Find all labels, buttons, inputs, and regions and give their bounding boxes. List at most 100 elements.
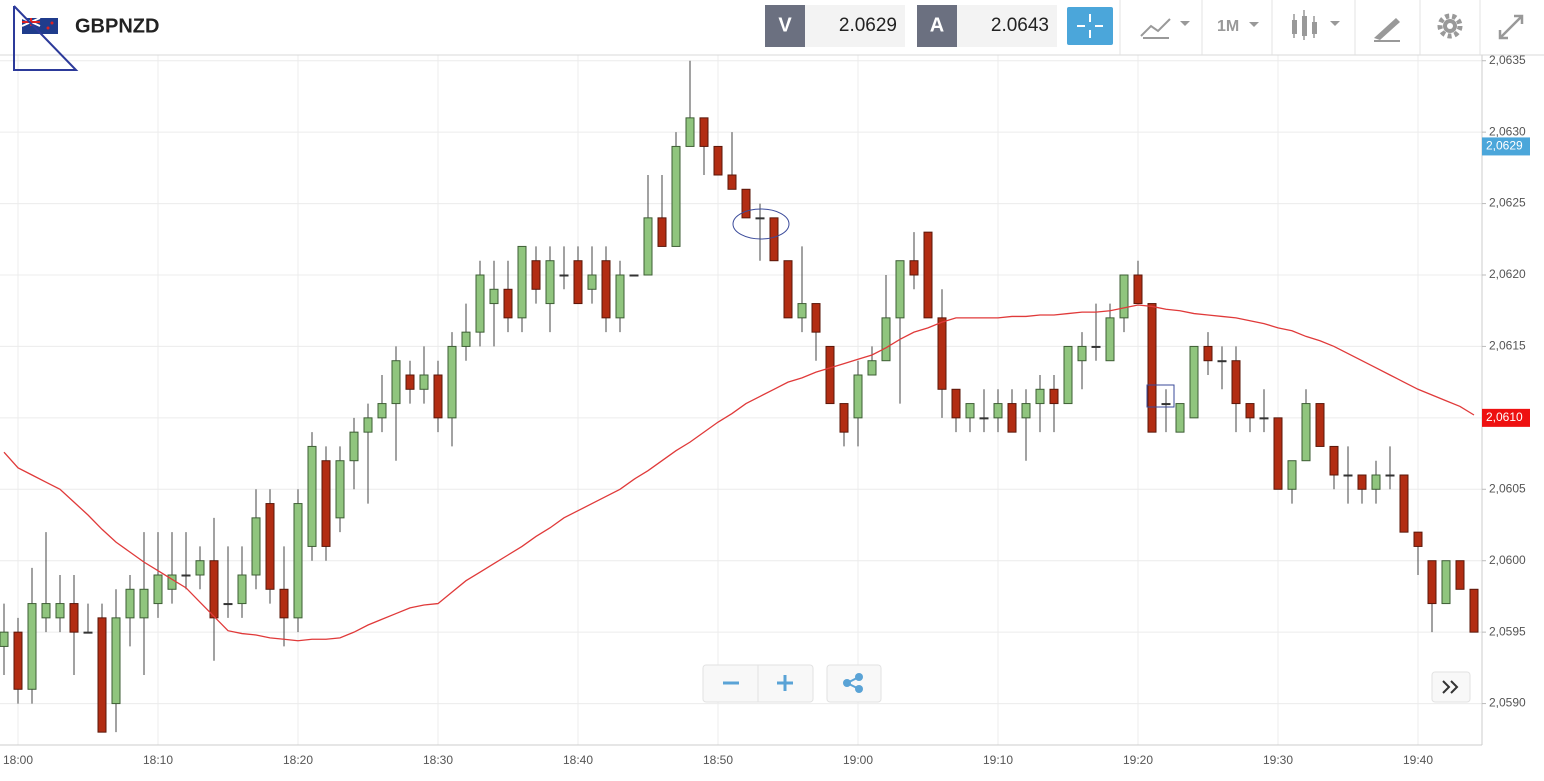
y-tick-label: 2,0635	[1489, 53, 1526, 67]
drawing-button[interactable]	[1374, 18, 1400, 42]
candle-body	[1147, 303, 1157, 433]
candle-body	[419, 374, 429, 390]
candle-body	[1175, 403, 1185, 433]
candle-body	[1259, 417, 1269, 420]
fullscreen-button[interactable]	[1498, 14, 1524, 40]
candle-body	[1119, 274, 1129, 319]
crosshair-button[interactable]	[1067, 7, 1113, 45]
x-tick-label: 19:00	[843, 753, 873, 767]
ask-label: A	[930, 14, 944, 36]
candle-body	[1161, 403, 1171, 406]
candle-body	[139, 588, 149, 619]
x-tick-label: 19:30	[1263, 753, 1293, 767]
candle-body	[1231, 360, 1241, 405]
candle-body	[615, 274, 625, 319]
candle-body	[307, 445, 317, 547]
x-tick-label: 18:00	[3, 753, 33, 767]
candle-body	[1091, 345, 1101, 348]
candle-body	[979, 417, 989, 420]
ask-button[interactable]	[917, 5, 957, 47]
x-tick-label: 19:20	[1123, 753, 1153, 767]
triangle-drawing	[13, 5, 79, 71]
candle-body	[447, 345, 457, 419]
candle-body	[55, 603, 65, 619]
x-tick-label: 18:40	[563, 753, 593, 767]
zoom-in-button[interactable]	[777, 675, 793, 691]
share-button[interactable]	[826, 664, 882, 703]
candle-body	[111, 617, 121, 705]
candle-body	[69, 603, 79, 633]
candle-body	[545, 260, 555, 305]
candle-body	[1329, 445, 1339, 476]
candle-body	[335, 460, 345, 519]
price-marker	[1482, 137, 1530, 156]
candle-body	[0, 631, 9, 647]
candle-body	[1273, 417, 1283, 490]
timeframe-caret	[1249, 22, 1259, 27]
candle-body	[643, 217, 653, 276]
candle-body	[951, 388, 961, 419]
y-tick-label: 2,0625	[1489, 196, 1526, 210]
candle-body	[937, 317, 947, 390]
candle-body	[867, 360, 877, 376]
candle-body	[839, 403, 849, 433]
bid-price: 2.0629	[839, 15, 897, 36]
indicator-button[interactable]	[1292, 10, 1340, 40]
price-marker-label: 2,0629	[1486, 139, 1523, 153]
candle-body	[531, 260, 541, 290]
candle-body	[1133, 274, 1143, 305]
chart-type-button[interactable]	[1140, 18, 1190, 39]
y-tick-label: 2,0605	[1489, 481, 1526, 495]
candle-body	[349, 431, 359, 462]
candle-body	[825, 345, 835, 405]
candle-body	[1049, 388, 1059, 405]
scroll-right-button[interactable]	[1431, 671, 1471, 703]
candle-body	[265, 503, 275, 590]
y-tick-label: 2,0595	[1489, 624, 1526, 638]
x-tick-label: 18:10	[143, 753, 173, 767]
candle-body	[1385, 474, 1395, 477]
flag	[21, 17, 58, 34]
candle-body	[881, 317, 891, 362]
x-tick-label: 18:30	[423, 753, 453, 767]
candle-body	[559, 274, 569, 277]
candle-body	[1357, 474, 1367, 490]
candle-body	[573, 260, 583, 305]
candle-body	[125, 588, 135, 619]
candle-body	[727, 174, 737, 190]
symbol: GBPNZD	[75, 15, 159, 37]
candle-body	[503, 288, 513, 319]
y-tick-label: 2,0600	[1489, 553, 1526, 567]
bid-button[interactable]	[765, 5, 805, 47]
timeframe-button[interactable]: 1M	[1217, 18, 1239, 35]
candle-body	[993, 403, 1003, 419]
y-tick-label: 2,0590	[1489, 696, 1526, 710]
candle-body	[1245, 403, 1255, 419]
price-marker-label: 2,0610	[1486, 410, 1523, 424]
candle-body	[153, 574, 163, 605]
candle-body	[1217, 360, 1227, 363]
axes: 2,0590 2,0595 2,0600 2,0605 2,0610 2,0615 2,06…	[3, 53, 1530, 767]
candle-body	[461, 331, 471, 347]
moving-average-line	[3, 304, 1475, 642]
candle-body	[83, 631, 93, 634]
candle-body	[909, 260, 919, 276]
candle-body	[391, 360, 401, 405]
candle-body	[965, 403, 975, 419]
ellipse-annotation	[732, 208, 790, 240]
candle-body	[251, 517, 261, 576]
candle-body	[377, 403, 387, 419]
candle-body	[181, 574, 191, 577]
candle-body	[769, 217, 779, 262]
x-tick-label: 19:40	[1403, 753, 1433, 767]
candle-body	[195, 560, 205, 576]
candle-body	[1007, 403, 1017, 433]
x-tick-label: 18:50	[703, 753, 733, 767]
candle-body	[363, 417, 373, 433]
candle-body	[671, 145, 681, 247]
candle-body	[1371, 474, 1381, 490]
grid	[0, 55, 1482, 745]
candle-body	[587, 274, 597, 290]
candle-body	[797, 303, 807, 319]
settings-button[interactable]	[1437, 13, 1463, 39]
